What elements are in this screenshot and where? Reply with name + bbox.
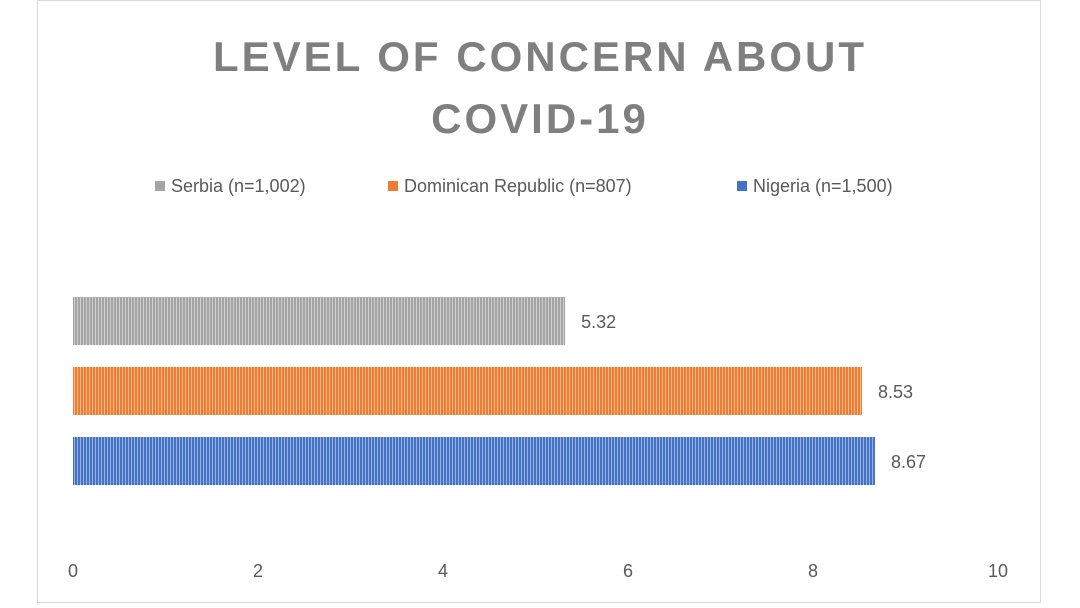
legend-swatch bbox=[155, 181, 165, 191]
x-tick-label: 0 bbox=[68, 561, 78, 581]
chart-frame bbox=[37, 0, 1041, 603]
legend-swatch bbox=[388, 181, 398, 191]
x-tick-label: 6 bbox=[623, 561, 633, 581]
x-tick-label: 8 bbox=[808, 561, 818, 581]
bar bbox=[73, 367, 863, 415]
legend-swatch bbox=[737, 181, 747, 191]
legend-label: Serbia (n=1,002) bbox=[171, 176, 306, 196]
data-label: 8.67 bbox=[891, 452, 926, 472]
x-tick-label: 10 bbox=[988, 561, 1008, 581]
legend-label: Nigeria (n=1,500) bbox=[753, 176, 893, 196]
data-label: 5.32 bbox=[581, 312, 616, 332]
x-tick-label: 4 bbox=[438, 561, 448, 581]
legend-label: Dominican Republic (n=807) bbox=[404, 176, 632, 196]
chart-title: LEVEL OF CONCERN ABOUT COVID-19 bbox=[212, 33, 868, 142]
data-label: 8.53 bbox=[878, 382, 913, 402]
x-tick-label: 2 bbox=[253, 561, 263, 581]
bar bbox=[73, 437, 875, 485]
bar bbox=[73, 297, 566, 345]
